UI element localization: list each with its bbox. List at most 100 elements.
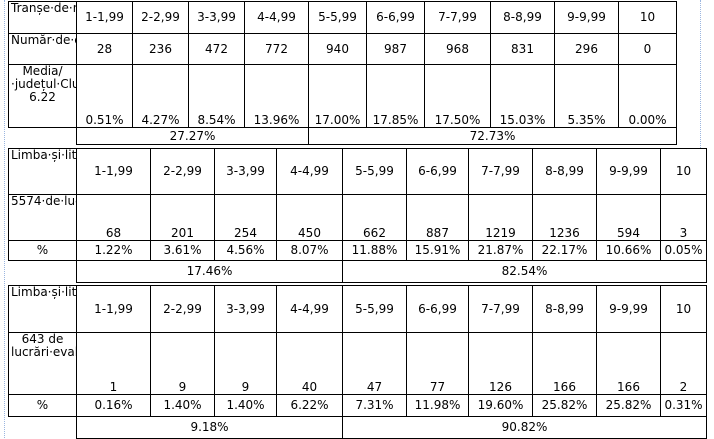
count-cell: 594 [596,194,661,241]
grade-range-cell: 8-8,99 [532,148,597,195]
table-row: 17.46% 82.54% [9,260,707,283]
grade-range-cell: 5-5,99 [342,285,407,333]
count-cell: 296 [554,33,619,65]
grade-range-cell: 1-1,99 [76,285,151,333]
count-label: 643 de lucrări·evaluate [8,332,77,395]
table-row: 9.18% 90.82% [9,416,707,439]
percent-cell: 22.17% [532,240,597,261]
percent-cell: 0.16% [76,394,151,417]
grade-range-cell: 10 [660,148,707,195]
table-row: Număr·de·elevi 28 236 472 772 940 987 96… [8,33,677,65]
summary-cell-fail: 17.46% [76,260,343,283]
count-cell: 450 [276,194,343,241]
table-guide-line [4,0,5,438]
header-label: Limba·și·literatura·maternă [8,285,77,333]
grade-range-cell: 8-8,99 [532,285,597,333]
table-row: Tranșe·de·note 1-1,99 2-2,99 3-3,99 4-4,… [8,1,677,34]
percent-cell: 5.35% [554,64,619,128]
count-cell: 166 [532,332,597,395]
percent-cell: 15.03% [490,64,555,128]
percent-cell: 17.00% [308,64,367,128]
percent-cell: 1.40% [150,394,215,417]
percent-cell: 1.22% [76,240,151,261]
grade-range-cell: 6-6,99 [406,148,469,195]
count-cell: 77 [406,332,469,395]
grades-table-romanian: Limba·și·literatura·română 1-1,99 2-2,99… [8,148,707,283]
count-cell: 662 [342,194,407,241]
count-cell: 772 [244,33,309,65]
grades-table-county: Tranșe·de·note 1-1,99 2-2,99 3-3,99 4-4,… [8,1,677,145]
percent-cell: 15.91% [406,240,469,261]
percent-cell: 0.00% [618,64,677,128]
count-cell: 47 [342,332,407,395]
table-row: % 0.16% 1.40% 1.40% 6.22% 7.31% 11.98% 1… [8,394,707,417]
count-label: Număr·de·elevi [8,33,77,65]
count-cell: 1 [76,332,151,395]
count-label: 5574·de·lucrări·evaluate [8,194,77,241]
summary-cell-fail: 9.18% [76,416,343,439]
grade-range-cell: 1-1,99 [76,148,151,195]
count-cell: 3 [660,194,707,241]
grade-range-cell: 2-2,99 [132,1,189,34]
table-row: Limba·și·literatura·română 1-1,99 2-2,99… [8,148,707,195]
grade-range-cell: 5-5,99 [342,148,407,195]
count-cell: 968 [424,33,491,65]
summary-cell-pass: 82.54% [342,260,707,283]
grade-range-cell: 9-9,99 [596,148,661,195]
summary-cell-fail: 27.27% [76,127,309,145]
table-row: 5574·de·lucrări·evaluate 68 201 254 450 … [8,194,707,241]
count-cell: 40 [276,332,343,395]
count-cell: 9 [214,332,277,395]
count-cell: 68 [76,194,151,241]
count-cell: 126 [468,332,533,395]
header-label: Limba·și·literatura·română [8,148,77,195]
grade-range-cell: 7-7,99 [468,148,533,195]
grade-range-cell: 9-9,99 [554,1,619,34]
percent-cell: 0.51% [76,64,133,128]
grade-range-cell: 2-2,99 [150,285,215,333]
summary-cell-pass: 72.73% [308,127,677,145]
percent-cell: 11.88% [342,240,407,261]
empty-cell [9,417,77,439]
grade-range-cell: 1-1,99 [76,1,133,34]
percent-cell: 10.66% [596,240,661,261]
count-cell: 887 [406,194,469,241]
grade-range-cell: 4-4,99 [276,148,343,195]
count-cell: 2 [660,332,707,395]
percent-cell: 8.54% [188,64,245,128]
percent-cell: 4.56% [214,240,277,261]
percent-cell: 6.22% [276,394,343,417]
grade-range-cell: 8-8,99 [490,1,555,34]
percent-label: % [8,394,77,417]
grade-range-cell: 3-3,99 [214,285,277,333]
count-cell: 254 [214,194,277,241]
count-cell: 201 [150,194,215,241]
percent-cell: 8.07% [276,240,343,261]
count-cell: 831 [490,33,555,65]
percent-cell: 25.82% [596,394,661,417]
grade-range-cell: 9-9,99 [596,285,661,333]
count-cell: 940 [308,33,367,65]
grade-range-cell: 10 [660,285,707,333]
grade-range-cell: 3-3,99 [214,148,277,195]
table-row: Limba·și·literatura·maternă 1-1,99 2-2,9… [8,285,707,333]
grade-range-cell: 6-6,99 [366,1,425,34]
count-cell: 28 [76,33,133,65]
empty-cell [9,261,77,283]
percent-label: Media/·județul·Cluj 6.22 [8,64,77,128]
percent-cell: 7.31% [342,394,407,417]
percent-cell: 19.60% [468,394,533,417]
percent-cell: 25.82% [532,394,597,417]
percent-cell: 0.05% [660,240,707,261]
table-row: 27.27% 72.73% [9,127,677,145]
percent-cell: 17.50% [424,64,491,128]
grade-range-cell: 3-3,99 [188,1,245,34]
grade-range-cell: 6-6,99 [406,285,469,333]
percent-cell: 3.61% [150,240,215,261]
grades-table-mother-tongue: Limba·și·literatura·maternă 1-1,99 2-2,9… [8,285,707,439]
percent-cell: 21.87% [468,240,533,261]
grade-range-cell: 2-2,99 [150,148,215,195]
grade-range-cell: 5-5,99 [308,1,367,34]
count-cell: 166 [596,332,661,395]
grade-range-cell: 7-7,99 [424,1,491,34]
